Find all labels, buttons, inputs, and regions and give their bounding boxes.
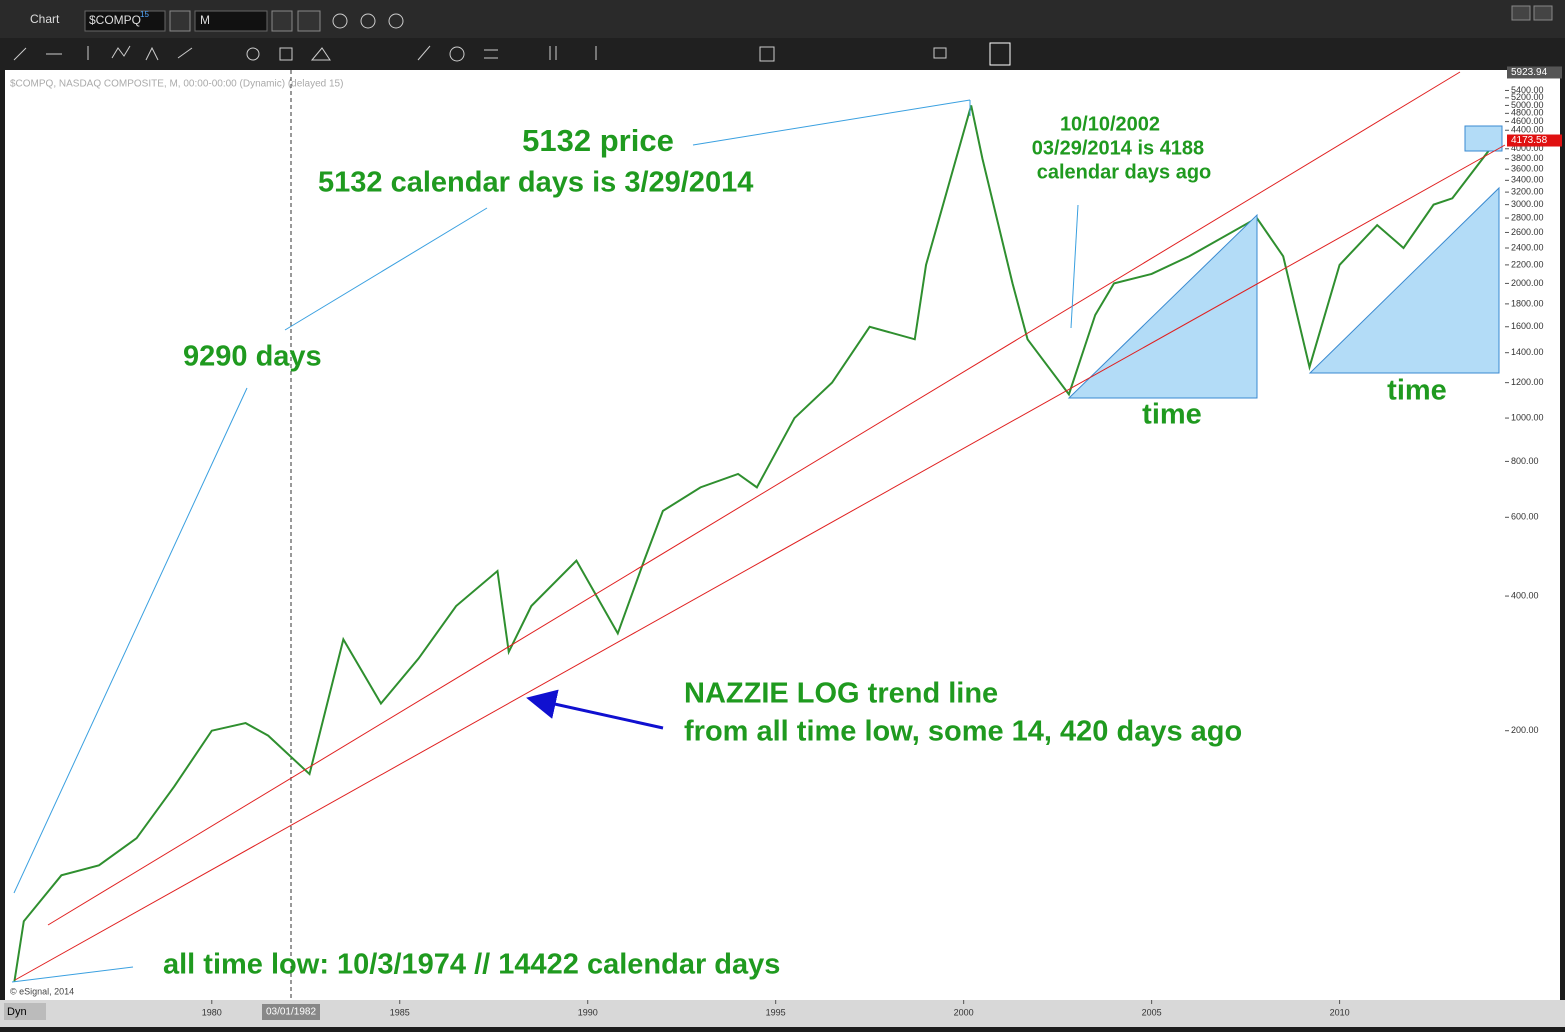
symbol: $COMPQ [89, 13, 141, 27]
info-line: $COMPQ, NASDAQ COMPOSITE, M, 00:00-00:00… [10, 79, 343, 90]
time-triangle [1308, 186, 1500, 374]
last-price-box [1507, 134, 1562, 147]
cursor-date-box [262, 1004, 320, 1020]
refresh-button[interactable] [332, 13, 348, 29]
restore-button[interactable] [1511, 5, 1531, 21]
copyright: © eSignal, 2014 [10, 986, 74, 996]
annotation: calendar days ago [1037, 161, 1212, 183]
top-price-box [1507, 66, 1562, 79]
cursor-date: 03/01/1982 [266, 1007, 316, 1018]
y-tick-label: 3000.00 [1511, 199, 1544, 209]
plot-area[interactable] [5, 70, 1505, 1000]
mode: Dyn [7, 1006, 27, 1018]
trend-line [14, 144, 1506, 981]
annotation: from all time low, some 14, 420 days ago [684, 716, 1242, 748]
target-box [1464, 125, 1503, 152]
callout-lines [11, 99, 1079, 983]
x-tick-label: 1995 [766, 1007, 786, 1017]
annotation: time [1142, 399, 1202, 431]
window-title: Chart [30, 12, 60, 26]
axes: 200.00 400.00 600.00 800.00 1000.00 1200.00 14… [13, 85, 1544, 1017]
x-tick-label: 2010 [1330, 1007, 1350, 1017]
top-price: 5923.94 [1511, 67, 1548, 78]
y-tick-label: 5400.00 [1511, 85, 1544, 95]
annotation: NAZZIE LOG trend line [684, 678, 998, 710]
y-tick-label: 200.00 [1511, 725, 1539, 735]
annotation: 9290 days [183, 341, 322, 373]
draw-button[interactable] [297, 10, 321, 32]
x-tick-label: 1985 [390, 1007, 410, 1017]
last-price: 4173.58 [1511, 135, 1548, 146]
x-tick-label: 2005 [1142, 1007, 1162, 1017]
price-line [13, 105, 1499, 982]
y-tick-label: 5000.00 [1511, 100, 1544, 110]
trend-line [47, 71, 1461, 926]
y-tick-label: 2800.00 [1511, 212, 1544, 222]
symbol-badge: 15 [140, 10, 149, 19]
play-button[interactable] [360, 13, 376, 29]
x-axis-panel [0, 1000, 1565, 1027]
annotation: 03/29/2014 is 4188 [1032, 137, 1204, 159]
time-triangle [1067, 213, 1258, 399]
interval: M [200, 13, 210, 27]
annotation: time [1387, 375, 1447, 407]
clock-button[interactable] [271, 10, 293, 32]
arrow [526, 689, 664, 730]
y-tick-label: 1800.00 [1511, 298, 1544, 308]
y-tick-label: 1600.00 [1511, 321, 1544, 331]
toolbar [0, 38, 1565, 70]
y-tick-label: 600.00 [1511, 512, 1539, 522]
y-tick-label: 1200.00 [1511, 377, 1544, 387]
y-tick-label: 4600.00 [1511, 116, 1544, 126]
annotation: 10/10/2002 [1060, 113, 1160, 135]
mode-box[interactable] [4, 1003, 46, 1020]
y-tick-label: 2400.00 [1511, 242, 1544, 252]
annotation: 5132 price [522, 123, 674, 158]
annotation: all time low: 10/3/1974 // 14422 calenda… [163, 949, 780, 981]
symbol-box[interactable] [84, 10, 166, 32]
y-tick-label: 4000.00 [1511, 143, 1544, 153]
x-tick-label: 1980 [202, 1007, 222, 1017]
drawings [11, 71, 1506, 983]
y-tick-label: 1400.00 [1511, 347, 1544, 357]
y-tick-label: 800.00 [1511, 456, 1539, 466]
y-tick-label: 2000.00 [1511, 278, 1544, 288]
settings-button[interactable] [169, 10, 191, 32]
y-tick-label: 4800.00 [1511, 108, 1544, 118]
y-tick-label: 2200.00 [1511, 259, 1544, 269]
annotation: 5132 calendar days is 3/29/2014 [318, 167, 753, 199]
x-tick-label: 2000 [954, 1007, 974, 1017]
y-tick-label: 5200.00 [1511, 92, 1544, 102]
interval-box[interactable] [194, 10, 268, 32]
y-tick-label: 1000.00 [1511, 412, 1544, 422]
x-tick-label: 1990 [578, 1007, 598, 1017]
y-tick-label: 3200.00 [1511, 186, 1544, 196]
y-tick-label: 3600.00 [1511, 164, 1544, 174]
alert-button[interactable] [388, 13, 404, 29]
y-tick-label: 4400.00 [1511, 125, 1544, 135]
y-axis-panel [1505, 70, 1560, 1000]
close-button[interactable] [1533, 5, 1553, 21]
y-tick-label: 400.00 [1511, 590, 1539, 600]
y-tick-label: 2600.00 [1511, 227, 1544, 237]
y-tick-label: 3800.00 [1511, 153, 1544, 163]
y-tick-label: 3400.00 [1511, 175, 1544, 185]
drawing-tools[interactable] [13, 42, 1011, 66]
